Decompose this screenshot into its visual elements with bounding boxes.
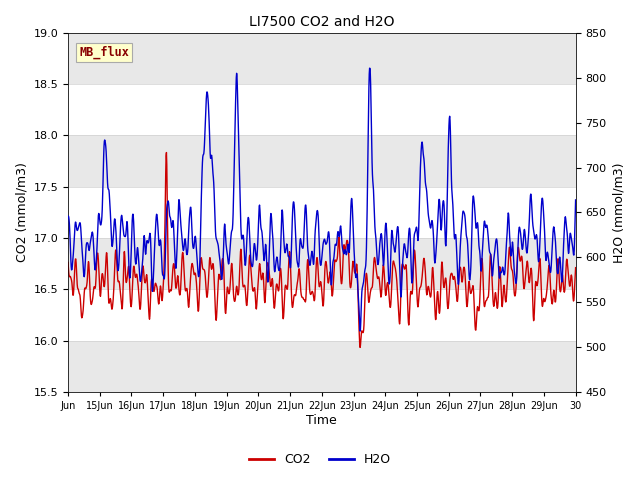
X-axis label: Time: Time	[307, 414, 337, 427]
Bar	[68, 33, 575, 84]
Bar	[68, 135, 575, 187]
Title: LI7500 CO2 and H2O: LI7500 CO2 and H2O	[249, 15, 395, 29]
Y-axis label: CO2 (mmol/m3): CO2 (mmol/m3)	[15, 162, 28, 262]
Bar	[68, 238, 575, 289]
Text: MB_flux: MB_flux	[79, 46, 129, 59]
Y-axis label: H2O (mmol/m3): H2O (mmol/m3)	[612, 162, 625, 263]
Bar	[68, 340, 575, 392]
Legend: CO2, H2O: CO2, H2O	[244, 448, 396, 471]
